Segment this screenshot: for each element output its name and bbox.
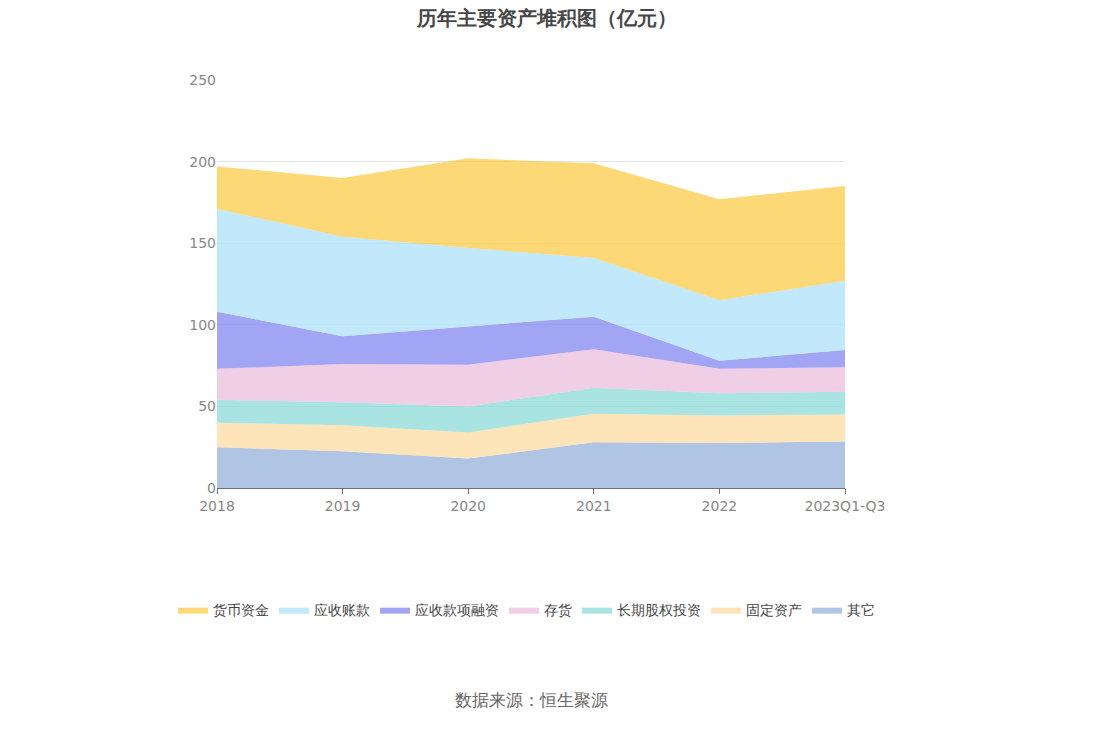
svg-text:历年主要资产堆积图（亿元）: 历年主要资产堆积图（亿元）	[416, 6, 677, 30]
svg-text:2020: 2020	[450, 498, 486, 514]
svg-text:150: 150	[189, 235, 216, 251]
svg-text:长期股权投资: 长期股权投资	[617, 602, 701, 618]
svg-text:2018: 2018	[199, 498, 235, 514]
svg-text:2022: 2022	[702, 498, 738, 514]
svg-text:200: 200	[189, 154, 216, 170]
svg-text:2019: 2019	[325, 498, 361, 514]
svg-text:250: 250	[189, 72, 216, 88]
svg-text:0: 0	[207, 480, 216, 496]
svg-text:货币资金: 货币资金	[213, 602, 269, 618]
svg-text:2023Q1-Q3: 2023Q1-Q3	[804, 498, 885, 514]
svg-text:固定资产: 固定资产	[746, 602, 802, 618]
svg-text:应收款项融资: 应收款项融资	[415, 602, 499, 618]
svg-text:数据来源：恒生聚源: 数据来源：恒生聚源	[455, 690, 608, 710]
svg-text:50: 50	[198, 398, 216, 414]
svg-text:100: 100	[189, 317, 216, 333]
svg-text:存货: 存货	[544, 602, 572, 618]
svg-text:应收账款: 应收账款	[314, 602, 370, 618]
svg-text:2021: 2021	[576, 498, 612, 514]
svg-text:其它: 其它	[847, 602, 875, 618]
